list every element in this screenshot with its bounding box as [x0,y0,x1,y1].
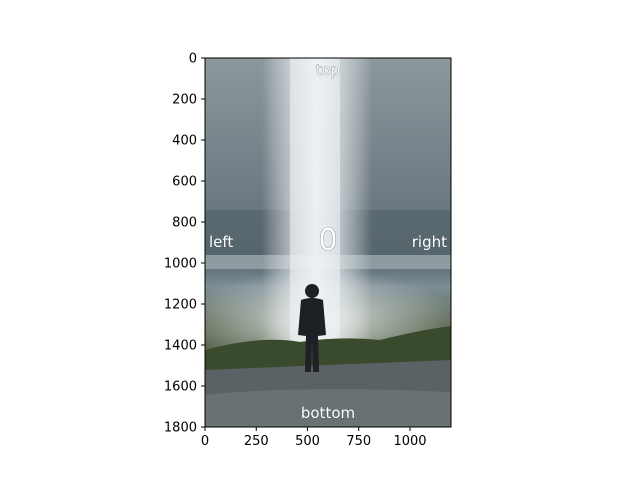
x-tick-label: 750 [346,434,371,449]
overlay-label-center: 0 [318,223,337,258]
person-silhouette [298,284,326,372]
photo-image [205,58,451,427]
y-tick-label: 800 [172,216,197,231]
y-tick-label: 1000 [164,257,197,272]
x-axis: 0 250 500 750 1000 [201,427,427,449]
y-tick-label: 1800 [164,421,197,436]
overlay-label-right: right [412,233,447,251]
x-tick-label: 0 [201,434,209,449]
x-tick-label: 500 [295,434,320,449]
x-tick-label: 250 [244,434,269,449]
x-tick-label: 1000 [393,434,426,449]
y-tick-label: 1400 [164,339,197,354]
overlay-label-bottom: bottom [301,404,355,422]
y-tick-label: 0 [189,52,197,67]
overlay-label-top: top [316,61,341,79]
y-tick-label: 1200 [164,298,197,313]
axes-frame [204,57,452,428]
overlay-label-left: left [209,233,233,251]
y-tick-label: 600 [172,175,197,190]
y-tick-label: 200 [172,93,197,108]
y-tick-label: 400 [172,134,197,149]
y-tick-label: 1600 [164,380,197,395]
y-axis: 0 200 400 600 800 1000 1200 1400 1600 1800 [164,52,205,436]
